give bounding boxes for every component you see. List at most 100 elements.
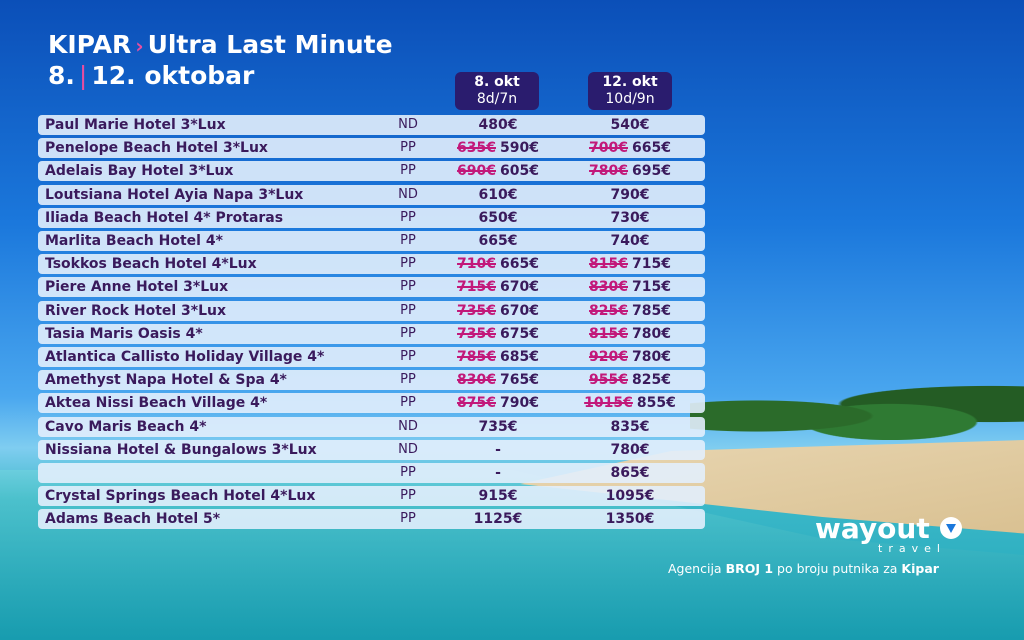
price-cell: 875€ 790€ xyxy=(428,393,568,413)
old-price: 700€ xyxy=(589,140,628,157)
tagline-part: Kipar xyxy=(901,561,939,576)
table-row: Penelope Beach Hotel 3*Lux PP 635€ 590€ 700€… xyxy=(38,138,705,159)
column-header: 12. okt 10d/9n xyxy=(588,72,672,110)
price: 540€ xyxy=(610,117,650,133)
price: 675€ xyxy=(500,325,539,342)
price: 605€ xyxy=(500,163,539,180)
destination: KIPAR xyxy=(48,30,132,59)
price-cell: 780€ xyxy=(560,440,700,460)
price-cell: - xyxy=(428,440,568,460)
table-row: River Rock Hotel 3*Lux PP 735€ 670€ 825€ 785€ xyxy=(38,300,705,321)
old-price: 780€ xyxy=(589,163,628,180)
board-type: PP xyxy=(400,140,416,156)
board-type: ND xyxy=(398,441,418,457)
price: 715€ xyxy=(632,279,671,296)
price: 740€ xyxy=(610,233,650,249)
hotel-name: Adams Beach Hotel 5* xyxy=(45,511,221,528)
table-row: Atlantica Callisto Holiday Village 4* PP 7… xyxy=(38,347,705,367)
board-type: PP xyxy=(400,279,416,295)
price: 695€ xyxy=(632,163,671,180)
price-cell: 665€ xyxy=(428,231,568,251)
offer: Ultra Last Minute xyxy=(147,30,393,59)
old-price: 815€ xyxy=(589,325,628,342)
price: 825€ xyxy=(632,372,671,389)
price: 670€ xyxy=(500,302,539,319)
hotel-name: Penelope Beach Hotel 3*Lux xyxy=(45,140,268,157)
column-date: 8. okt xyxy=(474,74,520,90)
price-cell: - xyxy=(428,463,568,483)
price-cell: 1015€ 855€ xyxy=(560,393,700,413)
board-type: PP xyxy=(400,256,416,272)
price: 790€ xyxy=(500,395,539,412)
hotel-name: Tsokkos Beach Hotel 4*Lux xyxy=(45,256,257,273)
price: 1095€ xyxy=(605,488,655,505)
price-cell: 825€ 785€ xyxy=(560,301,700,321)
hotel-name: Nissiana Hotel & Bungalows 3*Lux xyxy=(45,441,317,458)
price-cell: 790€ xyxy=(560,185,700,205)
board-type: PP xyxy=(400,511,416,527)
trees xyxy=(690,380,1024,440)
price-cell: 730€ xyxy=(560,208,700,228)
title-line: KIPAR › Ultra Last Minute xyxy=(48,30,393,61)
table-row: Crystal Springs Beach Hotel 4*Lux PP 915€ 1… xyxy=(38,486,705,507)
price: 780€ xyxy=(610,441,650,458)
price: 685€ xyxy=(500,349,539,365)
price-cell: 715€ 670€ xyxy=(428,277,568,297)
board-type: PP xyxy=(400,372,416,388)
price-cell: 915€ xyxy=(428,486,568,506)
price: 650€ xyxy=(478,209,518,226)
table-row: Adelais Bay Hotel 3*Lux PP 690€ 605€ 780€ 695… xyxy=(38,161,705,182)
board-type: PP xyxy=(400,233,416,248)
price: - xyxy=(495,441,501,458)
tagline-part: po broju putnika za xyxy=(773,561,902,576)
price: 855€ xyxy=(636,395,676,412)
table-row: Nissiana Hotel & Bungalows 3*Lux ND - 780€ xyxy=(38,439,705,460)
old-price: 735€ xyxy=(457,325,496,342)
old-price: 830€ xyxy=(589,279,628,296)
price-cell: 740€ xyxy=(560,231,700,251)
old-price: 715€ xyxy=(457,279,496,296)
date-start: 8. xyxy=(48,61,75,90)
price: 610€ xyxy=(478,186,518,203)
price: 780€ xyxy=(632,325,671,342)
price-cell: 710€ 665€ xyxy=(428,254,568,274)
old-price: 955€ xyxy=(589,372,628,389)
old-price: 825€ xyxy=(589,302,628,319)
price-cell: 830€ 765€ xyxy=(428,370,568,390)
hotel-name: Piere Anne Hotel 3*Lux xyxy=(45,279,229,296)
price: 665€ xyxy=(632,140,671,157)
table-row: Cavo Maris Beach 4* ND 735€ 835€ xyxy=(38,416,705,437)
price-cell: 635€ 590€ xyxy=(428,138,568,158)
price: 665€ xyxy=(478,233,518,249)
price-cell: 540€ xyxy=(560,115,700,135)
price: 790€ xyxy=(610,186,650,203)
board-type: ND xyxy=(398,186,418,202)
logo: wayout xyxy=(815,512,963,545)
board-type: PP xyxy=(400,395,416,411)
price-cell: 815€ 780€ xyxy=(560,324,700,344)
price-cell: 1095€ xyxy=(560,486,700,506)
price: 480€ xyxy=(478,117,518,133)
column-date: 12. okt xyxy=(602,74,658,90)
price: 915€ xyxy=(478,488,518,505)
old-price: 735€ xyxy=(457,302,496,319)
hotel-name: Loutsiana Hotel Ayia Napa 3*Lux xyxy=(45,186,304,203)
hotel-name: Aktea Nissi Beach Village 4* xyxy=(45,395,268,412)
board-type: ND xyxy=(398,117,418,132)
old-price: 815€ xyxy=(589,256,628,273)
hotel-name: River Rock Hotel 3*Lux xyxy=(45,302,227,319)
price: 665€ xyxy=(500,256,539,273)
logo-text: wayout xyxy=(815,512,930,545)
board-type: PP xyxy=(400,349,416,364)
price: 670€ xyxy=(500,279,539,296)
old-price: 920€ xyxy=(589,349,628,365)
price-cell: 735€ xyxy=(428,417,568,437)
price: 835€ xyxy=(610,418,650,435)
price: 1350€ xyxy=(605,511,655,528)
old-price: 710€ xyxy=(457,256,496,273)
price: 780€ xyxy=(632,349,671,365)
price-cell: 480€ xyxy=(428,115,568,135)
price-cell: 1350€ xyxy=(560,509,700,529)
price-cell: 735€ 670€ xyxy=(428,301,568,321)
